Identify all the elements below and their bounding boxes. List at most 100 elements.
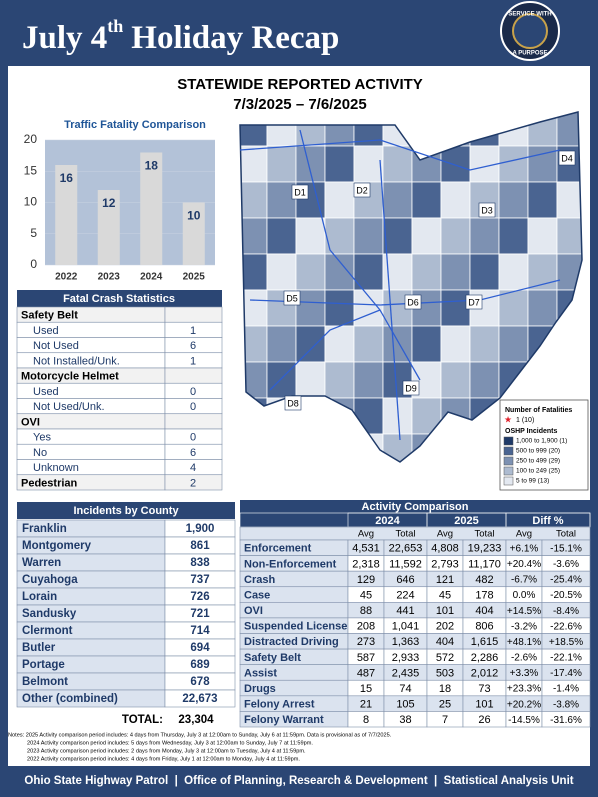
county-name: Cuyahoga bbox=[22, 574, 78, 586]
table-cell bbox=[164, 306, 223, 323]
badge-text: A PURPOSE bbox=[512, 51, 547, 57]
subheader-label: Avg bbox=[437, 529, 453, 540]
county bbox=[498, 325, 529, 363]
subheader-label: Total bbox=[474, 529, 494, 540]
legend-swatch bbox=[503, 456, 514, 466]
row-label: Safety Belt bbox=[21, 310, 78, 322]
activity-value: +18.5% bbox=[549, 637, 583, 648]
chart-title: Traffic Fatality Comparison bbox=[64, 119, 206, 131]
county-name: Butler bbox=[22, 642, 56, 654]
activity-value: -3.6% bbox=[553, 559, 579, 570]
county-name: Portage bbox=[22, 659, 65, 671]
activity-value: 0.0% bbox=[513, 590, 536, 601]
activity-value: 806 bbox=[475, 621, 493, 633]
legend-swatch bbox=[503, 476, 514, 486]
row-label: Unknown bbox=[33, 462, 79, 474]
county bbox=[353, 145, 384, 183]
activity-value: 2,933 bbox=[392, 652, 420, 664]
county bbox=[469, 325, 500, 363]
county bbox=[498, 253, 529, 291]
note: 2023 Activity comparison period includes… bbox=[27, 748, 306, 754]
district-box bbox=[402, 380, 420, 396]
activity-value: 7 bbox=[442, 714, 448, 726]
legend-fatality: 1 (10) bbox=[516, 417, 534, 424]
activity-value: 404 bbox=[436, 636, 454, 648]
legend-box bbox=[499, 399, 589, 491]
state-outline bbox=[239, 111, 583, 463]
legend-range: 250 to 499 (29) bbox=[516, 458, 560, 465]
district-box bbox=[558, 150, 576, 166]
activity-label: Crash bbox=[244, 574, 275, 586]
activity-value: -17.4% bbox=[550, 668, 582, 679]
title-rest: Holiday Recap bbox=[131, 20, 339, 56]
county bbox=[469, 217, 500, 255]
county bbox=[295, 325, 326, 363]
total-label: TOTAL: bbox=[122, 714, 163, 726]
activity-label: Felony Warrant bbox=[244, 714, 324, 726]
district-label: D4 bbox=[561, 153, 573, 163]
badge-inner bbox=[512, 13, 548, 49]
row-label: Pedestrian bbox=[21, 477, 78, 489]
table-cell bbox=[164, 367, 223, 384]
activity-value: -14.5% bbox=[508, 715, 540, 726]
year-label: 2025 bbox=[454, 515, 478, 527]
x-tick-label: 2025 bbox=[183, 272, 206, 283]
activity-value: 21 bbox=[360, 699, 372, 711]
county bbox=[295, 217, 326, 255]
county-name: Montgomery bbox=[22, 540, 92, 552]
row-label: Not Used/Unk. bbox=[33, 401, 105, 413]
highway bbox=[239, 139, 561, 171]
activity-value: -3.2% bbox=[511, 621, 537, 632]
county bbox=[527, 289, 558, 327]
activity-value: 572 bbox=[436, 652, 454, 664]
county bbox=[266, 217, 297, 255]
value-label: 10 bbox=[187, 209, 201, 223]
row-value: 1 bbox=[190, 325, 196, 337]
county-name: Belmont bbox=[22, 676, 68, 688]
activity-value: 105 bbox=[396, 699, 414, 711]
activity-value: -22.6% bbox=[550, 621, 582, 632]
activity-value: 101 bbox=[475, 699, 493, 711]
highway bbox=[299, 129, 421, 381]
county-value: 689 bbox=[190, 659, 209, 671]
district-label: D3 bbox=[481, 205, 493, 215]
activity-value: 15 bbox=[360, 683, 372, 695]
county-name: Other (combined) bbox=[22, 693, 118, 705]
note: 2024 Activity comparison period includes… bbox=[27, 740, 313, 746]
county bbox=[498, 217, 529, 255]
activity-value: +23.3% bbox=[507, 684, 541, 695]
row-label: OVI bbox=[21, 416, 40, 428]
county bbox=[295, 289, 326, 327]
district-box bbox=[283, 290, 301, 306]
activity-value: 19,233 bbox=[468, 543, 502, 555]
table-cell bbox=[164, 689, 236, 708]
activity-value: +20.4% bbox=[507, 559, 541, 570]
activity-value: 2,793 bbox=[431, 558, 459, 570]
county bbox=[353, 217, 384, 255]
subheader-label: Avg bbox=[358, 529, 374, 540]
county bbox=[324, 181, 355, 219]
district-label: D8 bbox=[287, 398, 299, 408]
activity-value: 11,592 bbox=[389, 558, 422, 570]
county-value: 726 bbox=[190, 591, 209, 603]
county-name: Clermont bbox=[22, 625, 73, 637]
district-label: D6 bbox=[407, 297, 419, 307]
activity-value: 4,531 bbox=[352, 543, 380, 555]
activity-value: 101 bbox=[436, 605, 454, 617]
county-value: 861 bbox=[190, 540, 210, 552]
legend-swatch bbox=[503, 466, 514, 476]
highway bbox=[269, 309, 381, 391]
activity-value: 11,170 bbox=[468, 558, 501, 570]
table-title: Incidents by County bbox=[73, 505, 179, 517]
county bbox=[266, 145, 297, 183]
highway bbox=[249, 279, 561, 306]
activity-value: 202 bbox=[436, 621, 454, 633]
table-cell bbox=[164, 474, 223, 491]
county bbox=[382, 181, 413, 219]
activity-label: OVI bbox=[244, 605, 263, 617]
county bbox=[527, 217, 558, 255]
footer-bar bbox=[0, 767, 598, 797]
page-title: July 4th Holiday Recap bbox=[22, 16, 339, 55]
bar bbox=[97, 190, 120, 265]
county bbox=[266, 181, 297, 219]
